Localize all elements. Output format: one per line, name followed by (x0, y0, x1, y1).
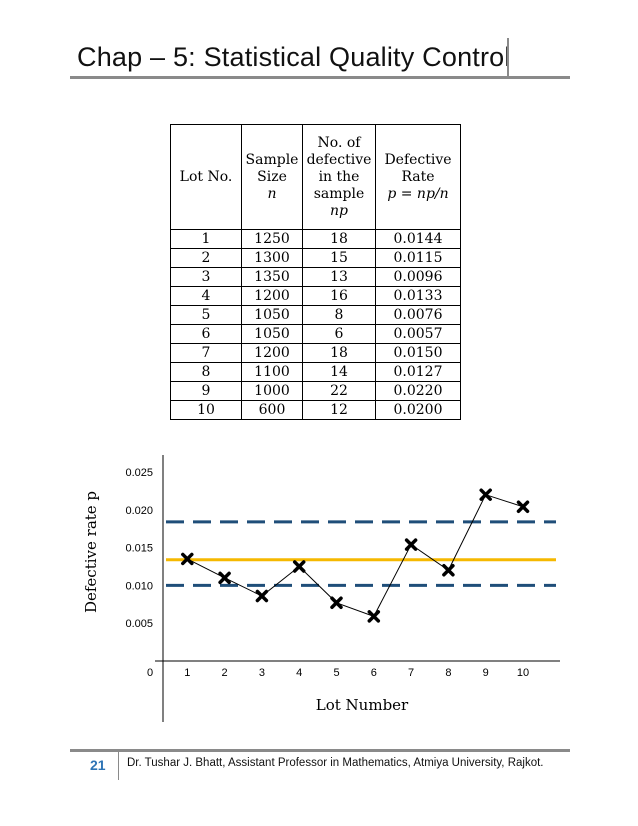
x-tick-label: 5 (333, 667, 339, 679)
x-axis-label: Lot Number (316, 696, 409, 714)
table-row: 10 600 12 0.0200 (170, 400, 461, 420)
table-cell: 1350 (241, 267, 303, 287)
page-title: Chap – 5: Statistical Quality Control (77, 42, 511, 72)
header-rule (70, 76, 570, 79)
series-line (187, 494, 524, 618)
table-row: 5 1050 8 0.0076 (170, 305, 461, 325)
x-tick-label: 1 (184, 667, 190, 679)
data-point-marker (516, 500, 530, 514)
x-tick-label: 0 (147, 667, 153, 679)
table-row: 2 1300 15 0.0115 (170, 248, 461, 268)
data-point-marker (479, 488, 492, 501)
page-number: 21 (90, 757, 106, 773)
table-cell: 600 (241, 400, 303, 420)
table-cell: 0.0144 (375, 229, 461, 249)
table-cell: 0.0133 (375, 286, 461, 306)
header-divider (507, 38, 509, 76)
table-row: 8 1100 14 0.0127 (170, 362, 461, 382)
table-row: 3 1350 13 0.0096 (170, 267, 461, 287)
table-header-row: Lot No. Sample Size n No. of defective i… (170, 124, 461, 230)
footer-divider (118, 752, 119, 780)
table-cell: 0.0096 (375, 267, 461, 287)
data-point-marker (181, 552, 194, 566)
table-cell: 0.0115 (375, 248, 461, 268)
lot-data-table: Lot No. Sample Size n No. of defective i… (170, 124, 461, 420)
table-cell: 1050 (241, 305, 303, 325)
table-cell: 0.0127 (375, 362, 461, 382)
data-point-marker (330, 596, 343, 610)
header-defectives: No. of defective in the sample np (302, 124, 376, 230)
table-cell: 12 (302, 400, 376, 420)
table-cell: 10 (170, 400, 242, 420)
table-cell: 18 (302, 343, 376, 363)
x-tick-label: 10 (517, 667, 529, 679)
data-point-marker (442, 564, 455, 577)
data-point-marker (404, 538, 418, 551)
x-tick-label: 8 (445, 667, 451, 679)
y-tick-label: 0.015 (125, 543, 153, 555)
data-point-marker (292, 560, 306, 573)
table-cell: 15 (302, 248, 376, 268)
y-tick-label: 0.010 (125, 580, 153, 592)
table-cell: 0.0200 (375, 400, 461, 420)
x-tick-label: 7 (408, 667, 414, 679)
y-tick-label: 0.020 (125, 505, 153, 517)
table-cell: 1200 (241, 286, 303, 306)
table-cell: 18 (302, 229, 376, 249)
y-tick-label: 0.025 (125, 467, 153, 479)
x-tick-label: 3 (259, 667, 265, 679)
table-row: 4 1200 16 0.0133 (170, 286, 461, 306)
data-point-marker (218, 571, 231, 585)
x-tick-label: 4 (296, 667, 302, 679)
data-point-marker (255, 589, 269, 603)
x-tick-label: 9 (483, 667, 489, 679)
y-tick-label: 0.005 (125, 618, 153, 630)
table-cell: 0.0220 (375, 381, 461, 401)
y-axis-label: Defective rate p (82, 491, 100, 613)
table-row: 7 1200 18 0.0150 (170, 343, 461, 363)
table-row: 1 1250 18 0.0144 (170, 229, 461, 249)
data-point-marker (367, 610, 381, 623)
x-tick-label: 2 (222, 667, 228, 679)
table-row: 9 1000 22 0.0220 (170, 381, 461, 401)
footer-rule (70, 749, 570, 752)
table-cell: 1250 (241, 229, 303, 249)
footer-credit: Dr. Tushar J. Bhatt, Assistant Professor… (127, 757, 544, 769)
header-defective-rate: Defective Rate p = np/n (375, 124, 461, 230)
x-tick-label: 6 (371, 667, 377, 679)
